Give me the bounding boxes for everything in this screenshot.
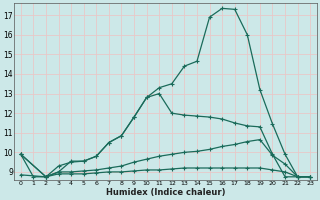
X-axis label: Humidex (Indice chaleur): Humidex (Indice chaleur) — [106, 188, 225, 197]
